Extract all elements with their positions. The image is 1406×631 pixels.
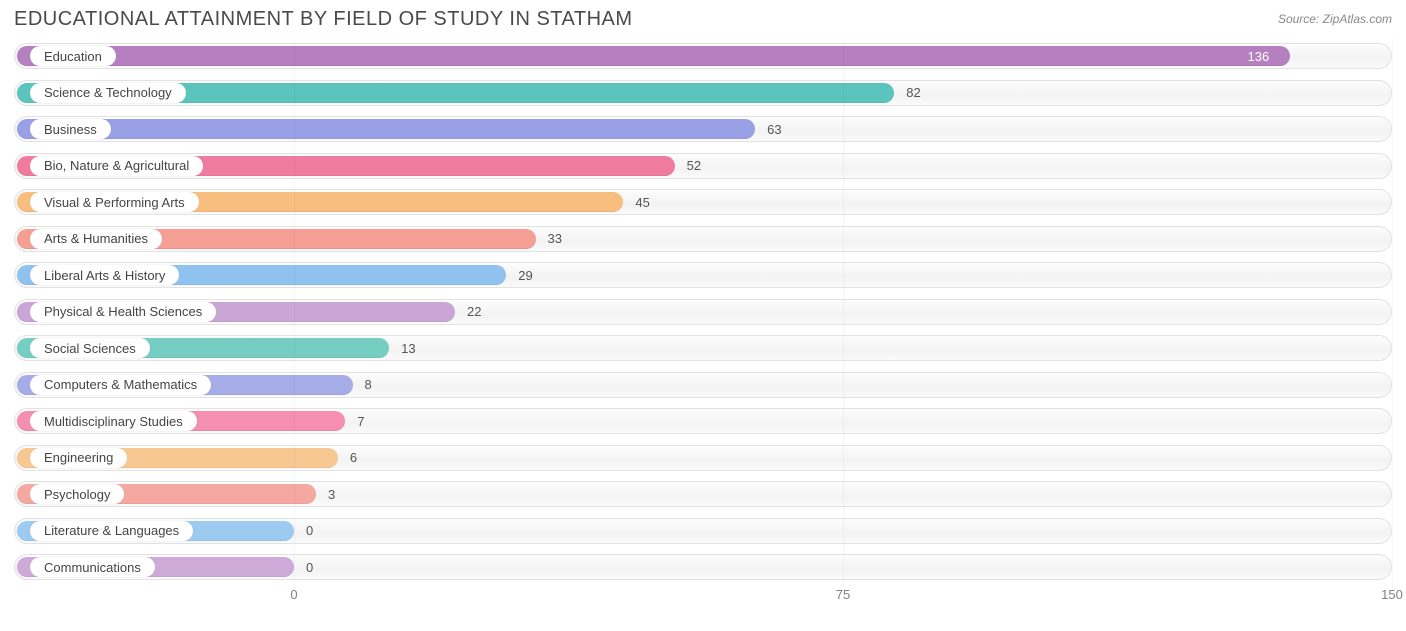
bar-label: Science & Technology (30, 83, 186, 103)
bar-value: 0 (300, 514, 319, 548)
bar-label: Communications (30, 557, 155, 577)
bar-row: Engineering 6 (14, 441, 1392, 475)
bar-value: 13 (395, 331, 421, 365)
bar-row: Bio, Nature & Agricultural 52 (14, 149, 1392, 183)
bar-label: Physical & Health Sciences (30, 302, 216, 322)
bar-value: 0 (300, 550, 319, 584)
bar-row: Science & Technology 82 (14, 76, 1392, 110)
bar-value: 33 (542, 222, 568, 256)
bar-label: Arts & Humanities (30, 229, 162, 249)
bar-row: Arts & Humanities 33 (14, 222, 1392, 256)
grid-line (1392, 39, 1393, 587)
bar-value: 3 (322, 477, 341, 511)
bar-value: 45 (629, 185, 655, 219)
bar-fill (17, 119, 755, 139)
axis-tick: 0 (290, 587, 297, 602)
grid-line (843, 39, 844, 587)
bar-label: Education (30, 46, 116, 66)
bar-value: 7 (351, 404, 370, 438)
source-attribution: Source: ZipAtlas.com (1278, 12, 1392, 26)
bar-value: 29 (512, 258, 538, 292)
bar-value: 22 (461, 295, 487, 329)
bar-value: 82 (900, 76, 926, 110)
bar-value: 63 (761, 112, 787, 146)
bar-row: Education 136 (14, 39, 1392, 73)
chart-title: EDUCATIONAL ATTAINMENT BY FIELD OF STUDY… (14, 8, 633, 31)
bar-label: Psychology (30, 484, 124, 504)
bar-fill (17, 46, 1290, 66)
bar-label: Business (30, 119, 111, 139)
bar-label: Literature & Languages (30, 521, 193, 541)
axis-tick: 150 (1381, 587, 1403, 602)
bar-label: Engineering (30, 448, 127, 468)
bar-label: Bio, Nature & Agricultural (30, 156, 203, 176)
bar-row: Psychology 3 (14, 477, 1392, 511)
bar-value: 136 (1242, 39, 1392, 73)
bar-row: Liberal Arts & History 29 (14, 258, 1392, 292)
bar-value: 8 (359, 368, 378, 402)
chart-area: Education136Science & Technology82Busine… (14, 39, 1392, 611)
grid-line (294, 39, 295, 587)
axis-tick: 75 (836, 587, 850, 602)
bar-row: Computers & Mathematics 8 (14, 368, 1392, 402)
bar-label: Visual & Performing Arts (30, 192, 199, 212)
bar-row: Business 63 (14, 112, 1392, 146)
bar-row: Communications 0 (14, 550, 1392, 584)
bar-value: 6 (344, 441, 363, 475)
bar-row: Visual & Performing Arts 45 (14, 185, 1392, 219)
bar-row: Social Sciences 13 (14, 331, 1392, 365)
bar-value: 52 (681, 149, 707, 183)
x-axis: 075150 (14, 587, 1392, 611)
bar-label: Computers & Mathematics (30, 375, 211, 395)
bar-label: Liberal Arts & History (30, 265, 179, 285)
bar-row: Multidisciplinary Studies 7 (14, 404, 1392, 438)
bar-row: Literature & Languages 0 (14, 514, 1392, 548)
bar-row: Physical & Health Sciences 22 (14, 295, 1392, 329)
bar-label: Social Sciences (30, 338, 150, 358)
bars-container: Education136Science & Technology82Busine… (14, 39, 1392, 584)
bar-label: Multidisciplinary Studies (30, 411, 197, 431)
